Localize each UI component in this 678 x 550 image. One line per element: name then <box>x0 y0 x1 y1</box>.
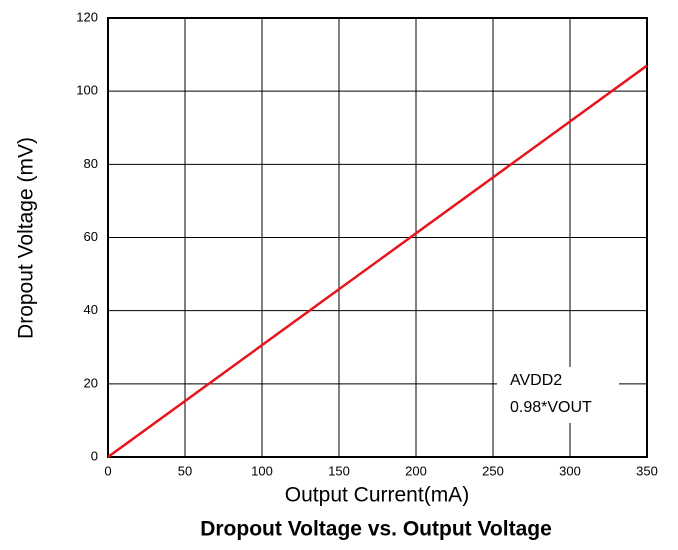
annotation-background <box>497 367 619 423</box>
x-tick-label: 300 <box>559 463 581 478</box>
plot-border <box>107 17 648 458</box>
y-tick-label: 40 <box>84 302 98 317</box>
x-axis-label: Output Current(mA) <box>285 484 469 507</box>
y-tick-label: 60 <box>84 229 98 244</box>
y-tick-label: 20 <box>84 375 98 390</box>
y-tick-label: 100 <box>76 83 98 98</box>
x-tick-label: 250 <box>482 463 504 478</box>
x-tick-label: 350 <box>636 463 658 478</box>
x-tick-label: 100 <box>251 463 273 478</box>
data-line <box>107 64 648 459</box>
x-tick-label: 50 <box>178 463 192 478</box>
x-tick-label: 150 <box>328 463 350 478</box>
x-tick-label: 0 <box>104 463 111 478</box>
chart-title: Dropout Voltage vs. Output Voltage <box>200 518 552 541</box>
y-tick-label: 0 <box>91 448 98 463</box>
y-tick-label: 80 <box>84 156 98 171</box>
y-axis-label: Dropout Voltage (mV) <box>15 137 38 339</box>
annotation: AVDD2 <box>510 372 562 389</box>
y-tick-label: 120 <box>76 9 98 24</box>
x-tick-label: 200 <box>405 463 427 478</box>
annotation: 0.98*VOUT <box>510 399 592 416</box>
